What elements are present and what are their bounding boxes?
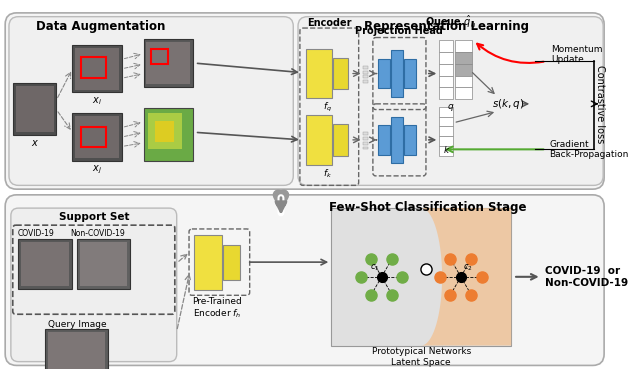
Text: $f_q$: $f_q$ bbox=[323, 101, 332, 114]
Bar bbox=[19, 239, 72, 289]
Text: $f_k$: $f_k$ bbox=[323, 167, 332, 180]
Text: Queue $\hat{q}_u$: Queue $\hat{q}_u$ bbox=[425, 14, 476, 30]
Text: $c_2$: $c_2$ bbox=[463, 263, 472, 273]
Text: Data Augmentation: Data Augmentation bbox=[36, 21, 166, 33]
Bar bbox=[223, 245, 240, 280]
Bar bbox=[439, 76, 453, 87]
Bar bbox=[455, 87, 472, 99]
Text: Prototypical Networks
Latent Space: Prototypical Networks Latent Space bbox=[372, 347, 471, 367]
Text: Gradient
Back-Propagation: Gradient Back-Propagation bbox=[549, 140, 628, 159]
Text: $x$: $x$ bbox=[31, 138, 38, 148]
Text: COVID-19  or
Non-COVID-19: COVID-19 or Non-COVID-19 bbox=[545, 266, 628, 288]
Bar bbox=[151, 49, 168, 64]
Bar bbox=[455, 76, 472, 87]
Bar bbox=[364, 137, 368, 140]
Bar bbox=[13, 83, 56, 135]
Text: $q$: $q$ bbox=[447, 102, 454, 113]
Text: Few-Shot Classification Stage: Few-Shot Classification Stage bbox=[329, 201, 527, 214]
Bar bbox=[391, 50, 403, 97]
Text: $k$: $k$ bbox=[443, 144, 451, 155]
Bar bbox=[143, 40, 193, 87]
Text: Projection Head: Projection Head bbox=[355, 25, 444, 36]
Text: $c_1$: $c_1$ bbox=[370, 263, 380, 273]
Text: Momentum
Update: Momentum Update bbox=[551, 45, 602, 64]
Bar bbox=[439, 136, 453, 146]
Bar bbox=[439, 146, 453, 156]
Bar bbox=[147, 42, 190, 84]
Bar bbox=[439, 127, 453, 136]
Bar bbox=[364, 147, 368, 149]
Bar bbox=[364, 76, 368, 78]
Bar bbox=[76, 48, 119, 90]
Text: $x_i$: $x_i$ bbox=[92, 95, 102, 107]
FancyBboxPatch shape bbox=[9, 17, 293, 185]
Bar bbox=[333, 124, 348, 156]
Bar bbox=[364, 142, 368, 145]
Bar bbox=[81, 57, 106, 78]
Text: Encoder: Encoder bbox=[307, 18, 351, 28]
Text: Representation Learning: Representation Learning bbox=[364, 21, 529, 33]
Bar bbox=[378, 125, 390, 155]
Bar bbox=[455, 40, 472, 52]
Text: Non-COVID-19: Non-COVID-19 bbox=[70, 229, 125, 238]
FancyBboxPatch shape bbox=[5, 195, 604, 366]
Bar bbox=[391, 117, 403, 163]
Bar bbox=[45, 329, 108, 380]
Bar bbox=[143, 108, 193, 161]
Bar bbox=[76, 116, 119, 158]
Bar bbox=[305, 49, 332, 98]
Bar bbox=[439, 52, 453, 64]
Text: Contrastive loss: Contrastive loss bbox=[595, 65, 605, 143]
Bar bbox=[439, 87, 453, 99]
Text: $x_j$: $x_j$ bbox=[92, 163, 102, 176]
Bar bbox=[77, 239, 131, 289]
Bar bbox=[15, 86, 54, 132]
Bar bbox=[439, 40, 453, 52]
Bar bbox=[404, 125, 416, 155]
FancyBboxPatch shape bbox=[11, 208, 177, 362]
Bar bbox=[305, 115, 332, 165]
Bar bbox=[333, 58, 348, 89]
Bar bbox=[72, 113, 122, 161]
Text: Query Image: Query Image bbox=[48, 320, 106, 329]
Bar bbox=[439, 64, 453, 76]
Bar bbox=[455, 64, 472, 76]
Bar bbox=[331, 208, 511, 345]
Bar bbox=[378, 59, 390, 88]
Bar bbox=[155, 121, 174, 142]
Bar bbox=[194, 234, 222, 290]
Bar bbox=[148, 113, 182, 149]
Bar bbox=[455, 52, 472, 64]
Text: COVID-19: COVID-19 bbox=[17, 229, 54, 238]
Polygon shape bbox=[421, 208, 511, 345]
Bar bbox=[439, 107, 453, 117]
Bar bbox=[404, 59, 416, 88]
Text: $s(k,q)$: $s(k,q)$ bbox=[492, 97, 525, 111]
Bar bbox=[364, 80, 368, 83]
Bar bbox=[364, 66, 368, 69]
Bar bbox=[364, 132, 368, 135]
Bar bbox=[21, 242, 68, 286]
Text: Support Set: Support Set bbox=[58, 212, 129, 222]
Bar bbox=[72, 45, 122, 92]
FancyBboxPatch shape bbox=[298, 17, 603, 185]
Bar bbox=[439, 117, 453, 127]
FancyBboxPatch shape bbox=[5, 13, 604, 189]
Bar bbox=[80, 242, 127, 286]
Bar bbox=[81, 127, 106, 147]
Text: Pre-Trained
Encoder $f_h$: Pre-Trained Encoder $f_h$ bbox=[193, 297, 243, 320]
Bar bbox=[364, 71, 368, 74]
Bar bbox=[48, 332, 105, 380]
